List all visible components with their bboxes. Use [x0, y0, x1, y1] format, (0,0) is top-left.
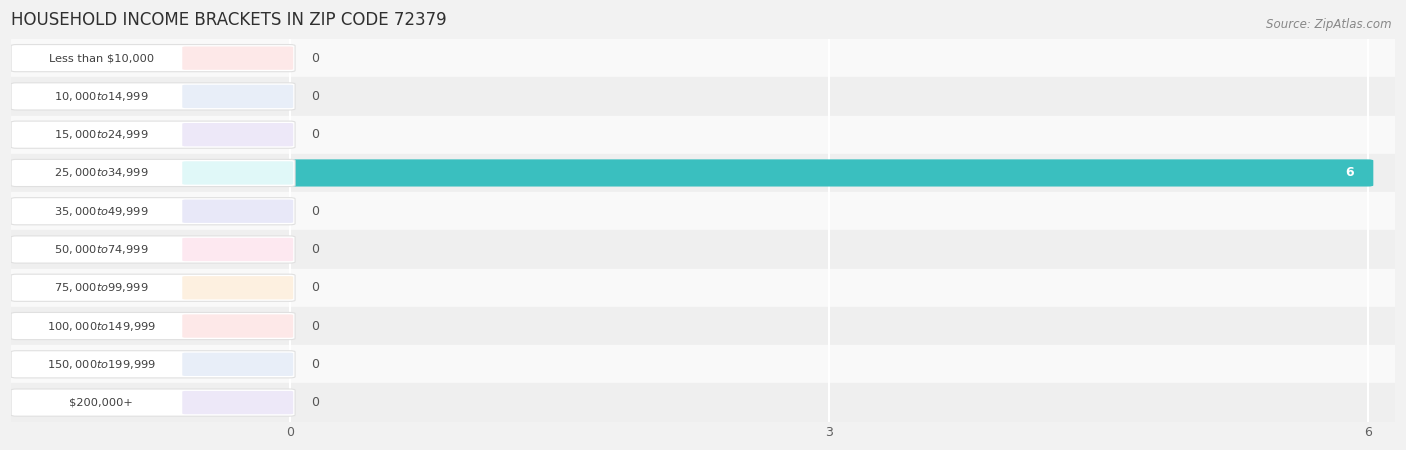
FancyBboxPatch shape: [183, 238, 294, 261]
Text: 0: 0: [311, 281, 319, 294]
FancyBboxPatch shape: [183, 391, 294, 414]
Bar: [11, 307, 1395, 345]
FancyBboxPatch shape: [11, 45, 295, 72]
FancyBboxPatch shape: [183, 353, 294, 376]
FancyBboxPatch shape: [11, 312, 295, 340]
FancyBboxPatch shape: [11, 274, 295, 302]
Text: 0: 0: [311, 320, 319, 333]
FancyBboxPatch shape: [183, 199, 294, 223]
Bar: [11, 39, 1395, 77]
Text: $200,000+: $200,000+: [69, 398, 134, 408]
Bar: [11, 269, 1395, 307]
Bar: [11, 230, 1395, 269]
Text: $50,000 to $74,999: $50,000 to $74,999: [53, 243, 149, 256]
FancyBboxPatch shape: [183, 123, 294, 146]
FancyBboxPatch shape: [183, 276, 294, 299]
Text: $10,000 to $14,999: $10,000 to $14,999: [53, 90, 149, 103]
FancyBboxPatch shape: [11, 389, 295, 416]
Bar: [11, 383, 1395, 422]
Bar: [11, 77, 1395, 116]
Text: Source: ZipAtlas.com: Source: ZipAtlas.com: [1267, 18, 1392, 31]
Text: $15,000 to $24,999: $15,000 to $24,999: [53, 128, 149, 141]
Text: HOUSEHOLD INCOME BRACKETS IN ZIP CODE 72379: HOUSEHOLD INCOME BRACKETS IN ZIP CODE 72…: [11, 11, 447, 29]
FancyBboxPatch shape: [284, 159, 1374, 187]
FancyBboxPatch shape: [183, 85, 294, 108]
FancyBboxPatch shape: [11, 351, 295, 378]
Bar: [11, 192, 1395, 230]
Text: $150,000 to $199,999: $150,000 to $199,999: [46, 358, 156, 371]
FancyBboxPatch shape: [11, 198, 295, 225]
FancyBboxPatch shape: [183, 161, 294, 184]
Text: 0: 0: [311, 358, 319, 371]
Text: 6: 6: [1346, 166, 1354, 180]
FancyBboxPatch shape: [183, 46, 294, 70]
Bar: [11, 116, 1395, 154]
FancyBboxPatch shape: [183, 315, 294, 338]
Text: Less than $10,000: Less than $10,000: [49, 53, 153, 63]
Text: $75,000 to $99,999: $75,000 to $99,999: [53, 281, 149, 294]
FancyBboxPatch shape: [11, 159, 295, 187]
Bar: [11, 345, 1395, 383]
FancyBboxPatch shape: [11, 121, 295, 148]
Text: 0: 0: [311, 52, 319, 65]
Text: $35,000 to $49,999: $35,000 to $49,999: [53, 205, 149, 218]
Text: $100,000 to $149,999: $100,000 to $149,999: [46, 320, 156, 333]
FancyBboxPatch shape: [11, 83, 295, 110]
Text: $25,000 to $34,999: $25,000 to $34,999: [53, 166, 149, 180]
Bar: [11, 154, 1395, 192]
Text: 0: 0: [311, 90, 319, 103]
Text: 0: 0: [311, 128, 319, 141]
Text: 0: 0: [311, 243, 319, 256]
Text: 0: 0: [311, 205, 319, 218]
Text: 0: 0: [311, 396, 319, 409]
FancyBboxPatch shape: [11, 236, 295, 263]
